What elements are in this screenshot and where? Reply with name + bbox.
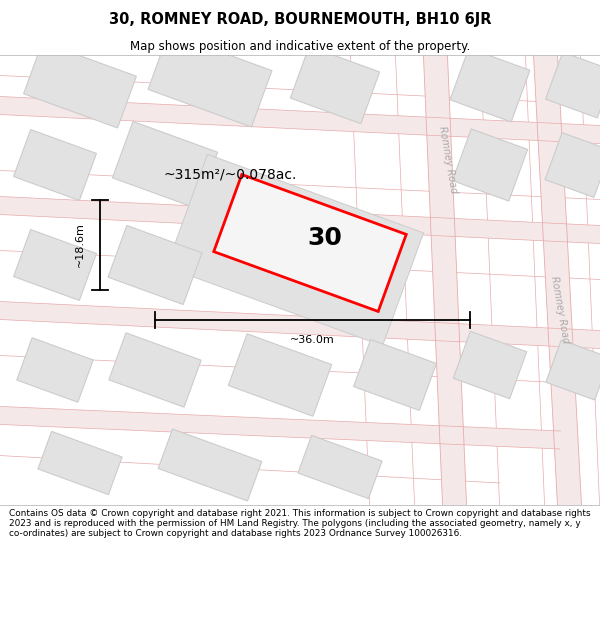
Polygon shape bbox=[533, 44, 582, 516]
Text: 30, ROMNEY ROAD, BOURNEMOUTH, BH10 6JR: 30, ROMNEY ROAD, BOURNEMOUTH, BH10 6JR bbox=[109, 12, 491, 27]
Polygon shape bbox=[0, 406, 560, 449]
Polygon shape bbox=[0, 196, 600, 244]
Polygon shape bbox=[298, 436, 382, 499]
Polygon shape bbox=[17, 338, 93, 402]
Polygon shape bbox=[23, 42, 136, 128]
Polygon shape bbox=[0, 301, 600, 349]
Polygon shape bbox=[290, 46, 380, 124]
Text: ~18.6m: ~18.6m bbox=[75, 222, 85, 268]
Text: Romney Road: Romney Road bbox=[437, 126, 459, 194]
Polygon shape bbox=[453, 331, 527, 399]
Polygon shape bbox=[423, 44, 467, 516]
Polygon shape bbox=[452, 129, 527, 201]
Polygon shape bbox=[108, 226, 202, 304]
Polygon shape bbox=[109, 333, 201, 407]
Polygon shape bbox=[229, 334, 332, 416]
Polygon shape bbox=[14, 129, 97, 201]
Polygon shape bbox=[112, 121, 218, 209]
Polygon shape bbox=[148, 33, 272, 127]
Polygon shape bbox=[353, 339, 436, 411]
Text: Contains OS data © Crown copyright and database right 2021. This information is : Contains OS data © Crown copyright and d… bbox=[9, 509, 590, 538]
Text: Romney Road: Romney Road bbox=[549, 276, 571, 344]
Polygon shape bbox=[545, 132, 600, 198]
Polygon shape bbox=[166, 154, 424, 346]
Polygon shape bbox=[450, 48, 530, 122]
Polygon shape bbox=[546, 340, 600, 400]
Text: ~36.0m: ~36.0m bbox=[290, 335, 335, 345]
Polygon shape bbox=[158, 429, 262, 501]
Text: Map shows position and indicative extent of the property.: Map shows position and indicative extent… bbox=[130, 39, 470, 52]
Polygon shape bbox=[0, 96, 600, 144]
Polygon shape bbox=[14, 229, 97, 301]
Polygon shape bbox=[545, 52, 600, 118]
Polygon shape bbox=[214, 174, 406, 311]
Text: 30: 30 bbox=[308, 226, 343, 250]
Text: ~315m²/~0.078ac.: ~315m²/~0.078ac. bbox=[163, 168, 296, 182]
Polygon shape bbox=[38, 431, 122, 494]
